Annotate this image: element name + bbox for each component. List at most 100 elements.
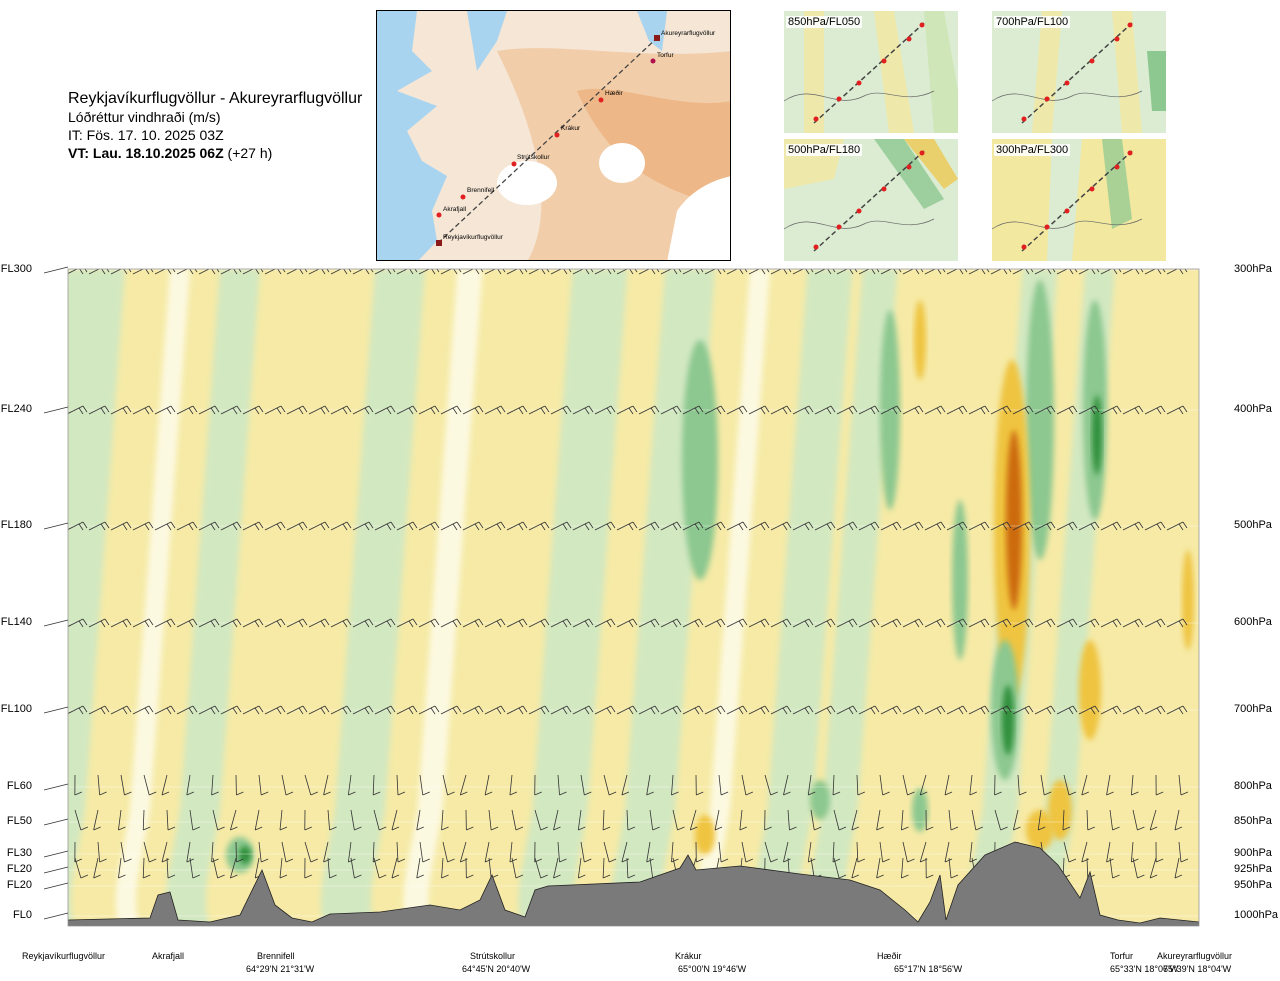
wind-barb: [971, 809, 983, 831]
wind-barb: [416, 809, 424, 831]
wind-barb: [1034, 269, 1056, 275]
wind-barb: [484, 521, 506, 531]
wind-barb: [603, 841, 617, 863]
location-name: Hæðir: [877, 951, 902, 961]
wind-barb: [419, 774, 430, 796]
wind-barb: [902, 405, 924, 415]
wind-barb: [1034, 618, 1056, 628]
wind-barb: [858, 521, 880, 531]
wind-barb: [1174, 857, 1183, 879]
wind-barb: [440, 405, 462, 415]
route-title: Reykjavíkurflugvöllur - Akureyrarflugvöl…: [68, 90, 363, 107]
wind-barb: [649, 809, 660, 831]
wind-barb: [968, 269, 990, 275]
wind-barb: [876, 809, 884, 831]
fl-label: FL30: [6, 847, 32, 859]
wind-barb: [594, 705, 616, 715]
wind-barb: [68, 521, 88, 531]
wind-barb: [230, 857, 238, 879]
location-name: Krákur: [675, 951, 702, 961]
wind-barb: [1122, 618, 1144, 628]
wind-barb: [726, 618, 748, 628]
wind-barb: [484, 841, 493, 863]
torfur-marker: [650, 58, 656, 64]
wind-barb: [990, 705, 1012, 715]
wind-barb: [968, 618, 990, 628]
wind-barb: [851, 857, 860, 879]
wind-barb: [132, 705, 154, 715]
wind-cell: [1026, 810, 1054, 850]
wind-barb: [418, 618, 440, 628]
wind-barb: [946, 269, 968, 275]
wind-barb: [534, 857, 548, 879]
wind-barb: [462, 618, 484, 628]
wind-barb: [198, 269, 220, 275]
wind-barb: [258, 841, 269, 863]
wind-barb: [484, 269, 506, 275]
wind-barb: [161, 774, 170, 796]
wind-barb: [132, 618, 154, 628]
wind-barb: [660, 705, 682, 715]
wind-barb: [304, 809, 312, 831]
wind-barb: [1130, 774, 1139, 796]
hpa-label: 900hPa: [1234, 847, 1272, 859]
wind-barb: [748, 705, 770, 715]
wind-barb: [682, 269, 704, 275]
wind-barb: [924, 521, 946, 531]
chart-header: Reykjavíkurflugvöllur - Akureyrarflugvöl…: [68, 90, 362, 162]
wind-barb: [1122, 269, 1144, 275]
wind-barb: [327, 809, 337, 831]
wind-barb: [572, 618, 594, 628]
wind-barb: [902, 618, 924, 628]
level-tick: [43, 818, 69, 826]
level-tick: [43, 706, 69, 714]
wind-barb: [1012, 405, 1034, 415]
wind-barb: [550, 618, 572, 628]
wind-barb: [396, 521, 418, 531]
wind-barb: [764, 841, 778, 863]
wind-barb: [990, 521, 1012, 531]
fl-label: FL0: [13, 909, 32, 921]
wind-barb: [484, 405, 506, 415]
wind-barb: [718, 774, 729, 796]
location-name: Brennifell: [257, 951, 295, 961]
wind-barb: [118, 809, 126, 831]
wind-barb: [879, 841, 890, 863]
wind-barb: [528, 405, 550, 415]
map-label-brennifell: Brennifell: [467, 187, 495, 194]
level-tick: [43, 866, 69, 874]
wind-barb: [990, 405, 1012, 415]
akureyri-marker: [654, 35, 660, 41]
wind-barb: [616, 521, 638, 531]
wind-barb: [902, 841, 915, 863]
wind-band: [808, 269, 898, 926]
wind-barb: [281, 774, 294, 796]
wind-barb: [88, 618, 110, 628]
wind-barb: [1078, 705, 1100, 715]
wind-barb: [880, 705, 902, 715]
wind-barb: [418, 405, 440, 415]
minimap-500: 500hPa/FL180: [784, 139, 958, 261]
wind-barb: [1106, 774, 1114, 796]
wind-barb: [509, 774, 518, 796]
wind-barb: [902, 269, 924, 275]
wind-barb: [441, 857, 449, 879]
wind-barb: [352, 521, 374, 531]
wind-barb: [1078, 521, 1100, 531]
wind-barb: [198, 705, 220, 715]
wind-barb: [528, 269, 550, 275]
wind-barb: [621, 841, 630, 863]
wind-barb: [220, 705, 242, 715]
wind-barb: [166, 857, 176, 879]
wind-barb: [764, 774, 778, 796]
wind-barb: [770, 405, 792, 415]
map-label-torfur: Torfur: [657, 52, 674, 59]
wind-barb: [718, 841, 729, 863]
wind-band: [753, 269, 853, 926]
wind-barb: [442, 841, 455, 863]
wind-barb: [235, 841, 244, 863]
hpa-label: 300hPa: [1234, 263, 1272, 275]
wind-barb: [110, 521, 132, 531]
wind-barb: [833, 857, 847, 879]
wind-barb: [352, 618, 374, 628]
